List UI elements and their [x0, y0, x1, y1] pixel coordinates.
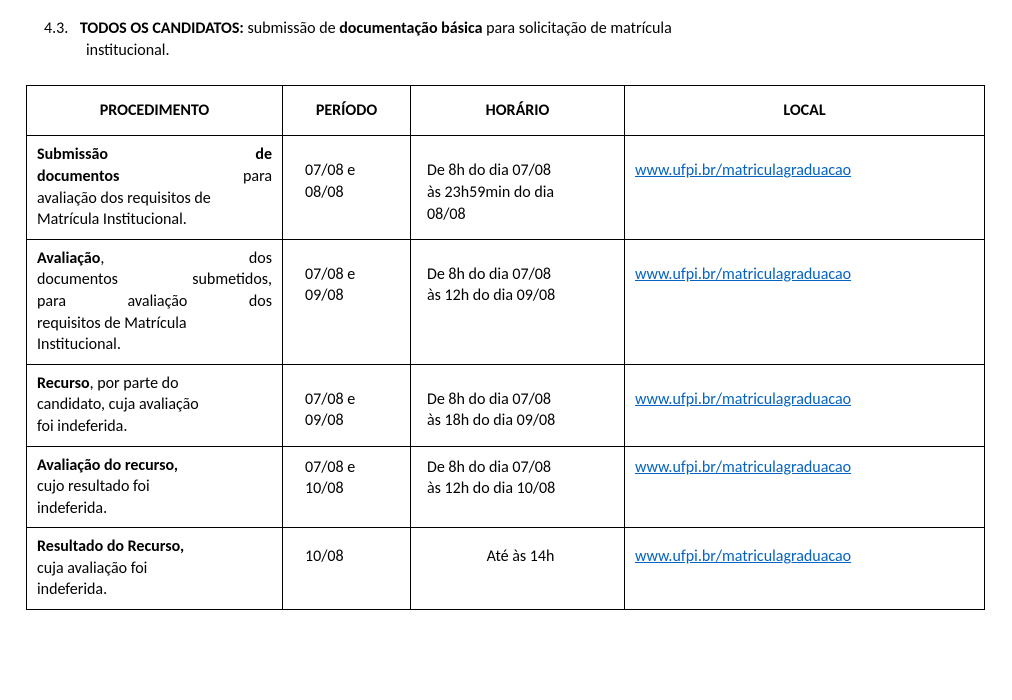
cell-horario: De 8h do dia 07/08às 12h do dia 09/08	[411, 239, 625, 364]
table-row: Avaliação do recurso,cujo resultado foii…	[27, 446, 985, 528]
cell-procedimento: Resultado do Recurso,cuja avaliação foii…	[27, 528, 283, 610]
table-row: Recurso, por parte docandidato, cuja ava…	[27, 364, 985, 446]
cell-horario: Até às 14h	[411, 528, 625, 610]
cell-horario: De 8h do dia 07/08às 12h do dia 10/08	[411, 446, 625, 528]
cell-horario: De 8h do dia 07/08às 18h do dia 09/08	[411, 364, 625, 446]
col-header-local: LOCAL	[625, 85, 985, 136]
col-header-procedimento: PROCEDIMENTO	[27, 85, 283, 136]
link-matricula[interactable]: www.ufpi.br/matriculagraduacao	[635, 458, 851, 477]
cell-procedimento: Avaliação,dosdocumentossubmetidos,paraav…	[27, 239, 283, 364]
cell-local: www.ufpi.br/matriculagraduacao	[625, 364, 985, 446]
cell-horario: De 8h do dia 07/08às 23h59min do dia08/0…	[411, 136, 625, 239]
section-line2: institucional.	[86, 41, 170, 60]
cell-periodo: 07/08 e09/08	[283, 364, 411, 446]
cell-procedimento: Submissãodedocumentosparaavaliação dos r…	[27, 136, 283, 239]
cell-local: www.ufpi.br/matriculagraduacao	[625, 446, 985, 528]
cell-periodo: 10/08	[283, 528, 411, 610]
link-matricula[interactable]: www.ufpi.br/matriculagraduacao	[635, 390, 851, 409]
table-row: Resultado do Recurso,cuja avaliação foii…	[27, 528, 985, 610]
section-tail: para solicitação de matrícula	[482, 19, 671, 38]
table-row: Avaliação,dosdocumentossubmetidos,paraav…	[27, 239, 985, 364]
section-heading: 4.3. TODOS OS CANDIDATOS: submissão de d…	[26, 18, 986, 63]
cell-local: www.ufpi.br/matriculagraduacao	[625, 528, 985, 610]
cell-periodo: 07/08 e10/08	[283, 446, 411, 528]
link-matricula[interactable]: www.ufpi.br/matriculagraduacao	[635, 547, 851, 566]
table-body: Submissãodedocumentosparaavaliação dos r…	[27, 136, 985, 610]
link-matricula[interactable]: www.ufpi.br/matriculagraduacao	[635, 161, 851, 180]
col-header-horario: HORÁRIO	[411, 85, 625, 136]
section-mid-plain: submissão de	[244, 19, 339, 38]
cell-procedimento: Recurso, por parte docandidato, cuja ava…	[27, 364, 283, 446]
table-header-row: PROCEDIMENTO PERÍODO HORÁRIO LOCAL	[27, 85, 985, 136]
cell-local: www.ufpi.br/matriculagraduacao	[625, 239, 985, 364]
procedures-table: PROCEDIMENTO PERÍODO HORÁRIO LOCAL Submi…	[26, 85, 985, 610]
link-matricula[interactable]: www.ufpi.br/matriculagraduacao	[635, 265, 851, 284]
cell-procedimento: Avaliação do recurso,cujo resultado foii…	[27, 446, 283, 528]
col-header-periodo: PERÍODO	[283, 85, 411, 136]
section-mid-bold: documentação básica	[339, 19, 482, 38]
section-lead-bold: TODOS OS CANDIDATOS:	[80, 19, 244, 38]
section-number: 4.3.	[44, 19, 68, 38]
cell-local: www.ufpi.br/matriculagraduacao	[625, 136, 985, 239]
table-row: Submissãodedocumentosparaavaliação dos r…	[27, 136, 985, 239]
cell-periodo: 07/08 e08/08	[283, 136, 411, 239]
cell-periodo: 07/08 e09/08	[283, 239, 411, 364]
